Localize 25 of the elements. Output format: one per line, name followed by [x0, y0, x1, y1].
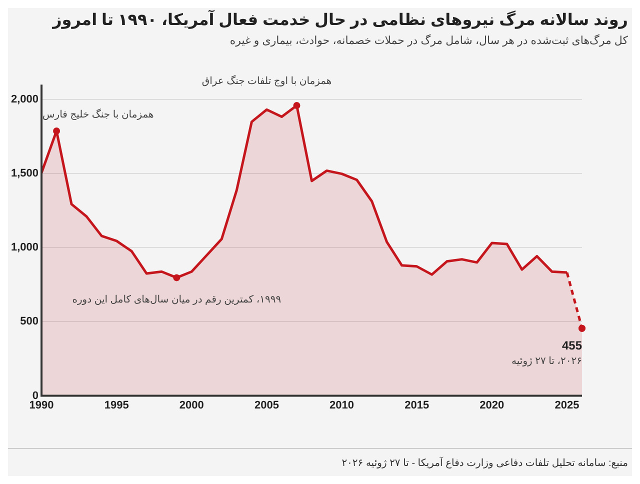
annotation: ۲۰۲۶، تا ۲۷ ژوئیه — [512, 356, 582, 368]
text: منبع: سامانه تحلیل تلفات دفاعی وزارت دفاع آمریکا - تا ۲۷ ژوئیه ۲۰۲۶ — [342, 458, 628, 469]
y-tick-label: 1,500 — [10, 168, 39, 180]
y-tick-label: 1,000 — [10, 242, 39, 254]
x-tick-label: 2020 — [480, 399, 504, 412]
point — [173, 274, 180, 282]
x-tick-label: 2025 — [554, 399, 580, 412]
x-tick-label: 2015 — [404, 399, 430, 412]
point — [293, 102, 300, 109]
x-tick-label: 2010 — [330, 399, 354, 412]
y-tick-label: 0 — [32, 390, 39, 402]
point — [53, 127, 60, 134]
chart-subtitle: کل مرگ‌های ثبت‌شده در هر سال، شامل مرگ در حملات خصمانه، حوادث، بیماری و غیره — [228, 33, 629, 47]
point — [578, 324, 586, 332]
annotation: همزمان با جنگ خلیج فارس — [42, 108, 154, 121]
y-tick-label: 500 — [20, 316, 39, 328]
annotation: همزمان با اوج تلفات جنگ عراق — [202, 75, 332, 88]
x-tick-label: 2005 — [254, 399, 279, 412]
x-tick-label: 2000 — [179, 399, 204, 412]
y-tick-label: 2,000 — [10, 93, 39, 106]
x-tick-label: 1990 — [29, 399, 54, 412]
x-tick-label: 1995 — [104, 399, 129, 412]
annotation: ۱۹۹۹، کمترین رقم در میان سال‌های کامل این دوره — [72, 294, 282, 306]
chart-title: روند سالانه مرگ نیروهای نظامی در حال خدمت فعال آمریکا، ۱۹۹۰ تا امروز — [51, 9, 629, 30]
annotation: 455 — [562, 338, 582, 353]
